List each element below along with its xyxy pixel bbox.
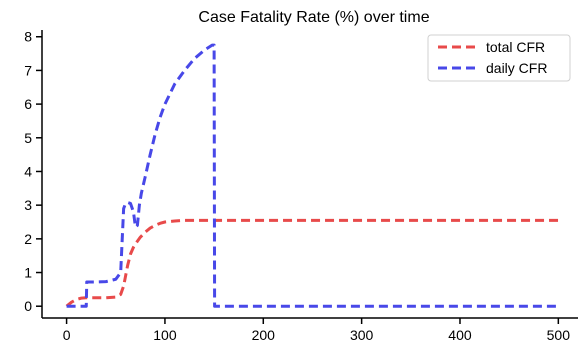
y-tick-label: 2: [24, 231, 32, 247]
legend-label-daily-cfr: daily CFR: [486, 60, 547, 76]
series-line-total-cfr: [65, 218, 559, 308]
series-line-daily-cfr: [66, 43, 559, 308]
legend: total CFR daily CFR: [427, 34, 571, 82]
y-tick-label: 1: [24, 265, 32, 281]
axes: 0 1 2 3 4 5 6 7 8 0 100 200 300 400 500: [24, 29, 578, 340]
x-tick-label: 300: [350, 327, 374, 340]
y-tick-label: 0: [24, 298, 32, 314]
x-tick-label: 500: [547, 327, 571, 340]
legend-label-total-cfr: total CFR: [486, 39, 545, 55]
chart-title: Case Fatality Rate (%) over time: [198, 9, 429, 26]
y-tick-label: 6: [24, 96, 32, 112]
y-tick-label: 3: [24, 197, 32, 213]
x-tick-label: 400: [448, 327, 472, 340]
x-tick-label: 100: [153, 327, 177, 340]
y-tick-label: 7: [24, 62, 32, 78]
x-tick-label: 0: [63, 327, 71, 340]
series-layer: [65, 43, 559, 308]
y-tick-label: 8: [24, 29, 32, 45]
legend-box: [427, 34, 571, 82]
y-tick-label: 4: [24, 163, 32, 179]
x-tick-label: 200: [252, 327, 276, 340]
y-tick-label: 5: [24, 130, 32, 146]
